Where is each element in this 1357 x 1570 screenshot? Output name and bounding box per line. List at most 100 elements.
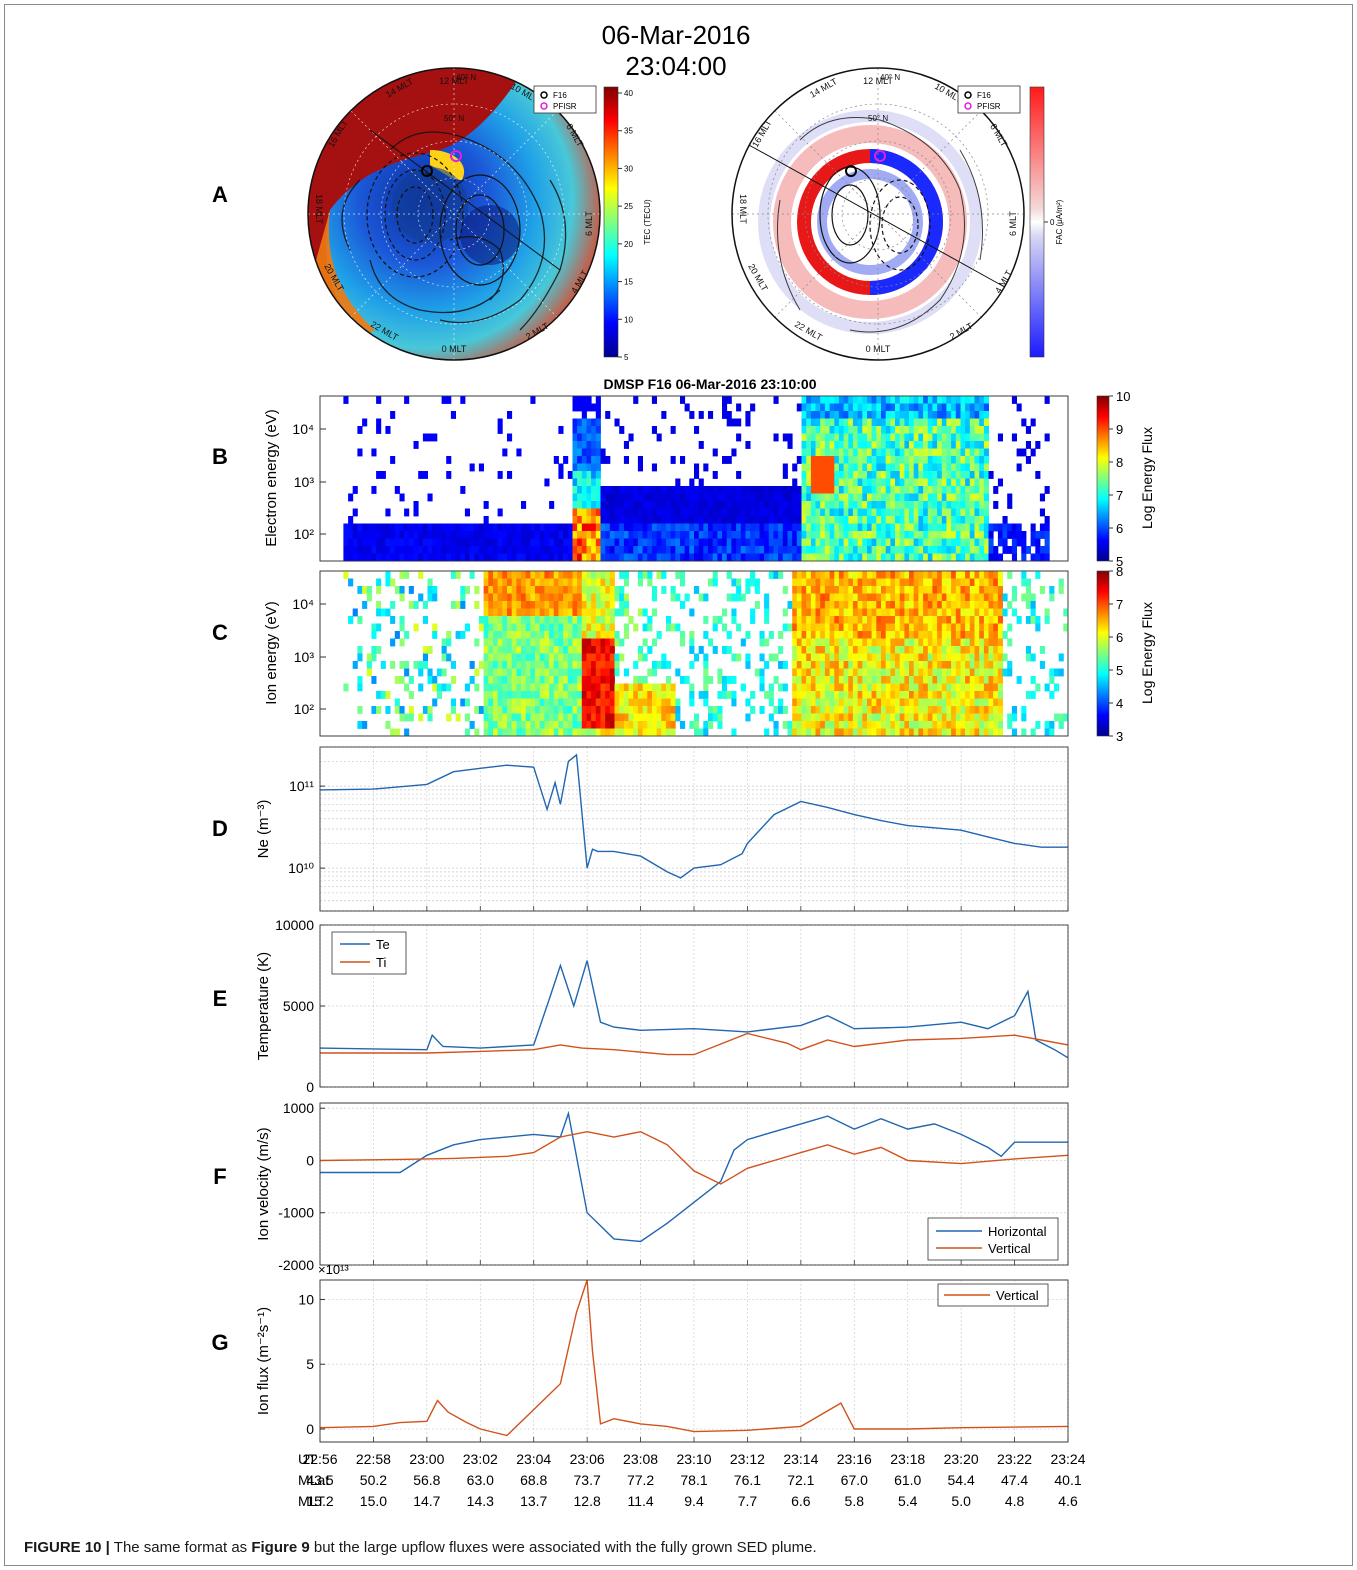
x-axis-value: 76.1 [734,1472,761,1488]
series-line-horizontal [320,1110,1068,1243]
x-axis-value: 23:06 [570,1451,605,1467]
x-axis-value: 23:16 [837,1451,872,1467]
tec-colorbar-tick: 40 [624,89,633,98]
x-axis-row-label: MLT [298,1493,325,1509]
legend-g: Vertical [937,1283,1049,1307]
colorbar-tick: 8 [1116,455,1123,470]
colorbar-b-label: Log Energy Flux [1139,427,1155,529]
x-axis-value: 23:12 [730,1451,765,1467]
chart-panel-g: 0 5 10 Ion flux (m⁻²s⁻¹) Vertical ×10¹³ [255,1262,1069,1443]
caption-text-b: but the large upflow fluxes were associa… [309,1539,817,1556]
x-axis-value: 23:08 [623,1451,658,1467]
legend-pfisr: PFISR [553,102,577,111]
legend-entry: Vertical [988,1241,1031,1256]
x-axis-value: 14.3 [467,1493,494,1509]
x-axis-value: 73.7 [574,1472,601,1488]
y-tick-label: -2000 [278,1257,314,1273]
x-axis-value: 5.4 [898,1493,918,1509]
ylabel-c: Ion energy (eV) [263,601,280,704]
y-tick-label: 0 [306,1079,314,1095]
x-axis-value: 15.0 [360,1493,387,1509]
caption-label: FIGURE 10 | [24,1539,110,1556]
legend-entry: Horizontal [988,1224,1047,1239]
legend-f: Horizontal Vertical [927,1217,1059,1261]
x-axis-row-label: UT [298,1451,317,1467]
caption-figure-ref: Figure 9 [251,1539,310,1556]
series-line-vertical [319,1279,1069,1437]
y-tick-label: 5 [306,1356,314,1372]
x-axis-value: 77.2 [627,1472,654,1488]
x-axis-value: 23:24 [1050,1451,1085,1467]
tec-map: 12 MLT 14 MLT 10 MLT 16 MLT 8 MLT 18 MLT… [307,67,601,361]
y-tick-label: -1000 [278,1205,314,1221]
lat-label: 50° N [868,114,888,123]
chart-panel-d: 10¹⁰ 10¹¹ Ne (m⁻³) [255,746,1069,912]
tec-colorbar-label: TEC (TECU) [643,199,652,245]
pfisr-marker [874,150,886,162]
y-tick-label: 10³ [294,474,315,490]
y-tick-label: 10000 [275,917,314,933]
x-axis-value: 23:22 [997,1451,1032,1467]
x-axis-value: 5.0 [951,1493,971,1509]
dmsp-title: DMSP F16 06-Mar-2016 23:10:00 [604,376,817,392]
x-axis-value: 54.4 [948,1472,975,1488]
tec-colorbar-tick: 5 [624,353,629,362]
x-axis-value: 15.2 [306,1493,333,1509]
x-axis-row-label: MLat [298,1472,329,1488]
panel-label-a: A [212,182,228,207]
tec-colorbar: 40 35 30 25 20 15 10 5 TEC (TECU) [603,86,652,362]
x-axis-value: 40.1 [1054,1472,1081,1488]
y-tick-label: 5000 [283,998,314,1014]
y-axis-label: Ne (m⁻³) [255,800,272,859]
y-tick-label: 10 [298,1291,314,1307]
y-tick-label: 1000 [283,1100,314,1116]
electron-spectrogram: 10² 10³ 10⁴ Electron energy (eV) [263,395,1069,562]
f16-marker [421,165,433,177]
tec-colorbar-tick: 35 [624,127,633,136]
x-axis-value: 72.1 [787,1472,814,1488]
mlt-label: 6 MLT [1008,211,1018,236]
panel-label-f: F [213,1164,226,1189]
chart-panel-e: 0 5000 10000 Temperature (K) Te Ti [255,917,1069,1095]
x-axis-value: 9.4 [684,1493,704,1509]
x-axis-value: 22:58 [356,1451,391,1467]
fac-colorbar-tick: 0 [1050,218,1055,227]
x-axis-value: 56.8 [413,1472,440,1488]
x-axis-value: 23:02 [463,1451,498,1467]
legend-f16: F16 [977,91,991,100]
fac-colorbar-label: FAC (μA/m²) [1055,199,1064,244]
colorbar-tick: 7 [1116,597,1123,612]
colorbar-tick: 5 [1116,554,1123,569]
tec-colorbar-tick: 30 [624,164,633,173]
x-axis-value: 13.7 [520,1493,547,1509]
ion-spectrogram: 10² 10³ 10⁴ Ion energy (eV) [263,570,1069,737]
panel-label-d: D [212,816,228,841]
x-axis-value: 4.6 [1058,1493,1078,1509]
y-tick-label: 10² [294,701,315,717]
y-tick-label: 10⁴ [292,596,314,612]
x-axis-value: 43.5 [306,1472,333,1488]
mlt-label: 18 MLT [314,194,324,224]
series-line-ti [320,1032,1069,1056]
x-axis-value: 78.1 [680,1472,707,1488]
panel-label-c: C [212,620,228,645]
legend-entry: Vertical [996,1288,1039,1303]
colorbar-b: 5 6 7 8 9 10 Log Energy Flux [1096,389,1155,569]
y-tick-label: 0 [306,1421,314,1437]
figure-time: 23:04:00 [625,51,726,81]
x-axis-value: 12.8 [574,1493,601,1509]
figure-caption: FIGURE 10 | The same format as Figure 9 … [24,1539,817,1556]
colorbar-c: 3 4 5 6 7 8 Log Energy Flux [1096,564,1155,744]
mlt-label: 12 MLT [863,76,893,86]
y-tick-label: 10¹¹ [289,778,314,794]
y-tick-label: 10² [294,526,315,542]
y-tick-label: 0 [306,1152,314,1168]
f16-marker [845,165,857,177]
x-axis-value: 23:10 [676,1451,711,1467]
x-axis-value: 6.6 [791,1493,811,1509]
chart-panel-f: -2000 -1000 0 1000 Ion velocity (m/s) Horizon… [255,1100,1069,1273]
x-axis-value: 23:00 [409,1451,444,1467]
series-line-vertical [319,1130,1069,1185]
legend-pfisr: PFISR [977,102,1001,111]
